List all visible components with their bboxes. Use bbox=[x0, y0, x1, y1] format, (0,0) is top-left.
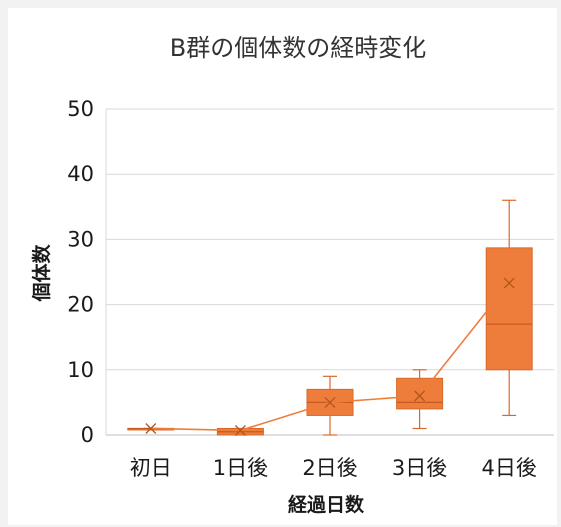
mean-marker bbox=[145, 423, 157, 434]
box-4 bbox=[396, 369, 444, 430]
mean-marker bbox=[414, 390, 426, 402]
iqr-box bbox=[485, 247, 533, 371]
box-5 bbox=[485, 199, 533, 417]
y-tick-labels: 0 10 20 30 40 50 bbox=[67, 97, 94, 447]
y-tick-label: 40 bbox=[67, 162, 94, 186]
x-tick-label: 1日後 bbox=[213, 456, 268, 480]
x-tick-label: 初日 bbox=[130, 456, 172, 480]
chart-title: B群の個体数の経時変化 bbox=[170, 34, 426, 62]
mean-marker-stroke bbox=[324, 396, 336, 408]
y-tick-label: 0 bbox=[81, 423, 94, 447]
x-axis-title: 経過日数 bbox=[288, 493, 365, 516]
x-tick-label: 4日後 bbox=[482, 456, 537, 480]
iqr-box bbox=[396, 377, 444, 410]
mean-marker bbox=[324, 396, 336, 408]
mean-line-series bbox=[145, 277, 515, 436]
x-tick-labels: 初日 1日後 2日後 3日後 4日後 bbox=[130, 456, 537, 480]
box-series bbox=[127, 199, 533, 436]
y-axis-title: 個体数 bbox=[30, 244, 53, 303]
box-3 bbox=[306, 375, 354, 436]
y-tick-label: 50 bbox=[67, 97, 94, 121]
mean-marker bbox=[234, 424, 246, 436]
box-plot-chart: B群の個体数の経時変化 0 10 20 30 40 50 初日 1日後 2日後 3日後 4日後 個… bbox=[30, 34, 554, 516]
mean-marker-stroke bbox=[414, 390, 426, 402]
y-tick-label: 30 bbox=[67, 227, 94, 251]
mean-marker-stroke bbox=[234, 424, 246, 436]
y-tick-label: 20 bbox=[67, 293, 94, 317]
mean-marker bbox=[503, 277, 515, 289]
x-tick-label: 2日後 bbox=[302, 456, 357, 480]
chart-area: B群の個体数の経時変化 0 10 20 30 40 50 初日 1日後 2日後 3日後 4日後 個… bbox=[8, 8, 557, 525]
grid-lines bbox=[105, 108, 554, 436]
y-tick-label: 10 bbox=[67, 358, 94, 382]
mean-marker-stroke bbox=[503, 277, 515, 289]
mean-marker-stroke bbox=[145, 423, 157, 434]
x-tick-label: 3日後 bbox=[392, 456, 447, 480]
